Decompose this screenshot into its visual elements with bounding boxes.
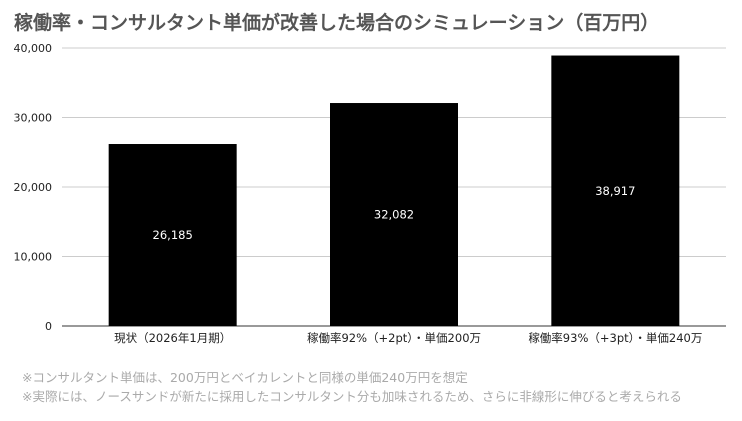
footnote-2: ※実際には、ノースサンドが新たに採用したコンサルタント分も加味されるため、さらに… (22, 389, 682, 404)
data-label-0: 26,185 (153, 228, 193, 242)
bar-chart: 0 10,000 20,000 30,000 40,000 26,185 32,082 38… (14, 42, 726, 345)
category-labels: 現状（2026年1月期） 稼働率92%（+2pt）・単価200万 稼働率93%（+3… (114, 331, 702, 345)
y-axis-ticks: 0 10,000 20,000 30,000 40,000 (14, 42, 53, 333)
data-label-1: 32,082 (374, 208, 414, 222)
chart-title: 稼働率・コンサルタント単価が改善した場合のシミュレーション（百万円） (14, 12, 660, 34)
y-tick-label: 30,000 (14, 112, 53, 125)
footnote-1: ※コンサルタント単価は、200万円とベイカレントと同様の単価240万円を想定 (22, 370, 468, 385)
bar-0 (108, 144, 237, 326)
category-label-1: 稼働率92%（+2pt）・単価200万 (307, 331, 481, 345)
y-tick-label: 0 (45, 320, 52, 333)
bars (108, 55, 680, 327)
y-tick-label: 20,000 (14, 181, 53, 194)
data-labels: 26,185 32,082 38,917 (153, 184, 636, 242)
bar-2 (551, 55, 680, 326)
y-tick-label: 40,000 (14, 42, 53, 55)
data-label-2: 38,917 (595, 184, 635, 198)
bar-1 (330, 103, 458, 327)
category-label-2: 稼働率93%（+3pt）・単価240万 (528, 331, 702, 345)
y-tick-label: 10,000 (14, 251, 53, 264)
category-label-0: 現状（2026年1月期） (114, 331, 231, 345)
footnotes: ※コンサルタント単価は、200万円とベイカレントと同様の単価240万円を想定 ※… (22, 368, 682, 406)
